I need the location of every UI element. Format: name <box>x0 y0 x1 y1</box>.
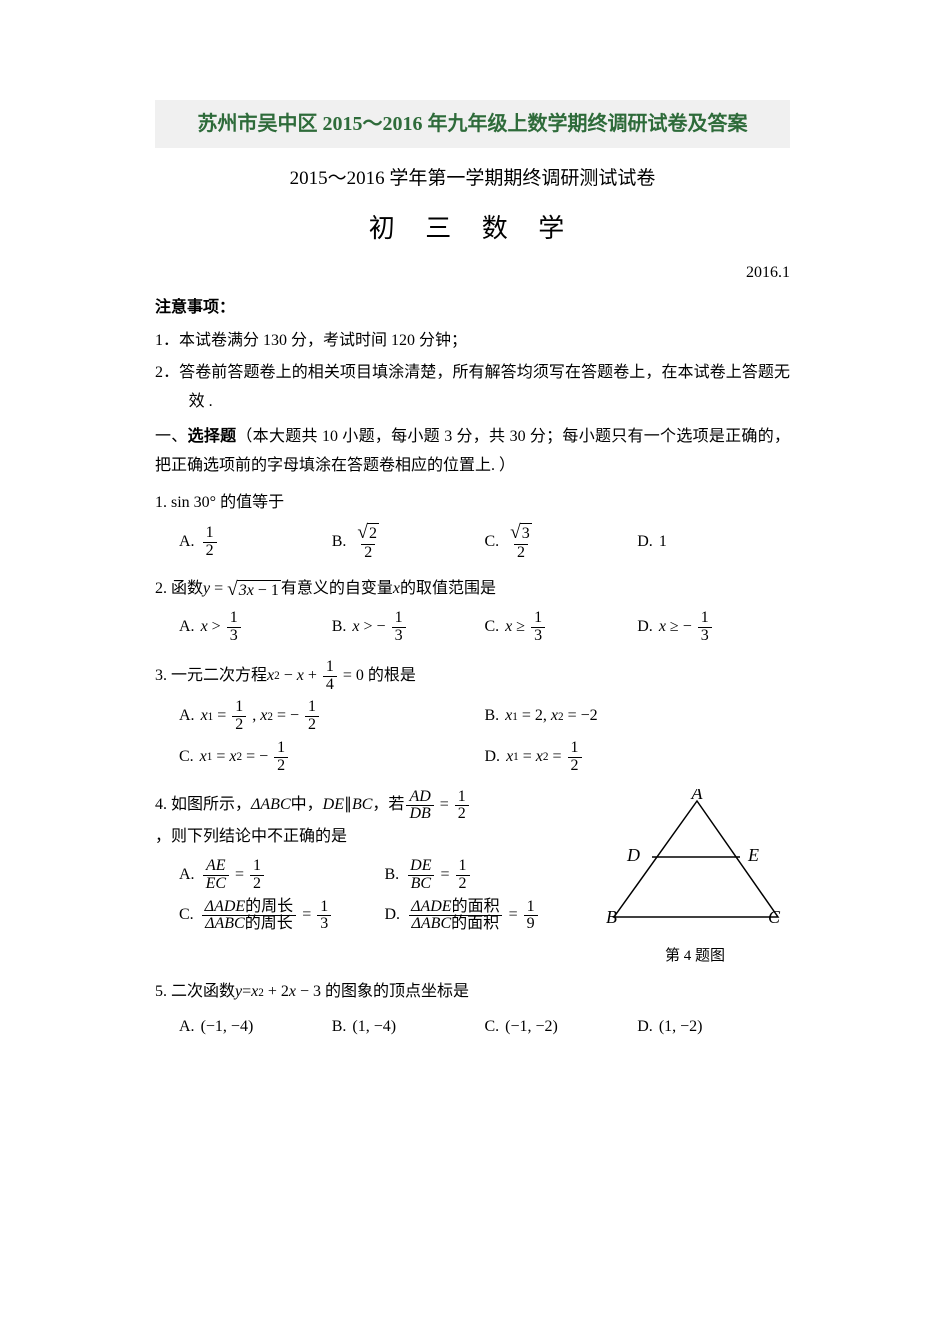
q4-figure-triangle: A B C D E <box>602 789 788 929</box>
q4-stem: 4. 如图所示， ΔABC 中， DE ∥ BC ，若 ADDB = 12 ，则… <box>155 789 590 852</box>
q3-stem: 3. 一元二次方程 x2 − x + 14 = 0 的根是 <box>155 659 790 694</box>
q5-option-c: C.(−1, −2) <box>485 1013 638 1042</box>
subtitle-subject: 初 三 数 学 <box>155 206 790 253</box>
question-2: 2. 函数 y = √3x − 1 有意义的自变量 x 的取值范围是 A. x … <box>155 575 790 650</box>
q4-figure-caption: 第 4 题图 <box>600 943 790 970</box>
section-1-heading: 一、选择题（本大题共 10 小题，每小题 3 分，共 30 分；每小题只有一个选… <box>155 423 790 481</box>
notice-heading: 注意事项： <box>155 294 790 323</box>
q4-option-b: B. DEBC = 12 <box>385 858 591 893</box>
q5-stem: 5. 二次函数 y = x2 + 2x − 3 的图象的顶点坐标是 <box>155 978 790 1007</box>
svg-text:A: A <box>691 789 704 803</box>
q5-option-a: A.(−1, −4) <box>179 1013 332 1042</box>
question-4: 4. 如图所示， ΔABC 中， DE ∥ BC ，若 ADDB = 12 ，则… <box>155 789 790 971</box>
question-1: 1. sin 30° 的值等于 A. 12 B. √22 C. √32 D.1 <box>155 489 790 568</box>
q3-option-b: B. x1 = 2, x2 = −2 <box>485 699 791 734</box>
notice-item-1: 1．本试卷满分 130 分，考试时间 120 分钟； <box>155 327 790 356</box>
q5-option-d: D.(1, −2) <box>637 1013 790 1042</box>
q2-option-b: B. x > − 13 <box>332 610 485 645</box>
q2-option-c: C. x ≥ 13 <box>485 610 638 645</box>
section-1-desc: （本大题共 10 小题，每小题 3 分，共 30 分；每小题只有一个选项是正确的… <box>155 428 790 474</box>
question-3: 3. 一元二次方程 x2 − x + 14 = 0 的根是 A. x1 = 12… <box>155 659 790 781</box>
q4-option-d: D. ΔADE的面积ΔABC的面积 = 19 <box>385 899 591 934</box>
subtitle-academic-year: 2015～2016 学年第一学期期终调研测试试卷 <box>155 162 790 196</box>
q1-option-d: D.1 <box>637 523 790 561</box>
q2-stem: 2. 函数 y = √3x − 1 有意义的自变量 x 的取值范围是 <box>155 575 790 604</box>
q5-option-b: B.(1, −4) <box>332 1013 485 1042</box>
doc-title: 苏州市吴中区 2015～2016 年九年级上数学期终调研试卷及答案 <box>155 100 790 148</box>
svg-text:D: D <box>626 845 640 865</box>
svg-text:B: B <box>606 907 617 927</box>
notice-item-2: 2．答卷前答题卷上的相关项目填涂清楚，所有解答均须写在答题卷上，在本试卷上答题无… <box>155 359 790 417</box>
section-1-prefix: 一、 <box>155 428 188 445</box>
svg-text:C: C <box>768 907 781 927</box>
q2-option-d: D. x ≥ − 13 <box>637 610 790 645</box>
q4-option-c: C. ΔADE的周长ΔABC的周长 = 13 <box>179 899 385 934</box>
q3-option-c: C. x1 = x2 = − 12 <box>179 740 485 775</box>
date: 2016.1 <box>155 259 790 288</box>
q1-option-a: A. 12 <box>179 523 332 561</box>
q3-option-d: D. x1 = x2 = 12 <box>485 740 791 775</box>
svg-text:E: E <box>747 845 759 865</box>
question-5: 5. 二次函数 y = x2 + 2x − 3 的图象的顶点坐标是 A.(−1,… <box>155 978 790 1048</box>
q1-option-c: C. √32 <box>485 523 638 561</box>
q1-stem: 1. sin 30° 的值等于 <box>155 489 790 518</box>
section-1-title: 选择题 <box>188 428 237 445</box>
q1-option-b: B. √22 <box>332 523 485 561</box>
q3-option-a: A. x1 = 12 , x2 = − 12 <box>179 699 485 734</box>
q2-option-a: A. x > 13 <box>179 610 332 645</box>
q4-option-a: A. AEEC = 12 <box>179 858 385 893</box>
